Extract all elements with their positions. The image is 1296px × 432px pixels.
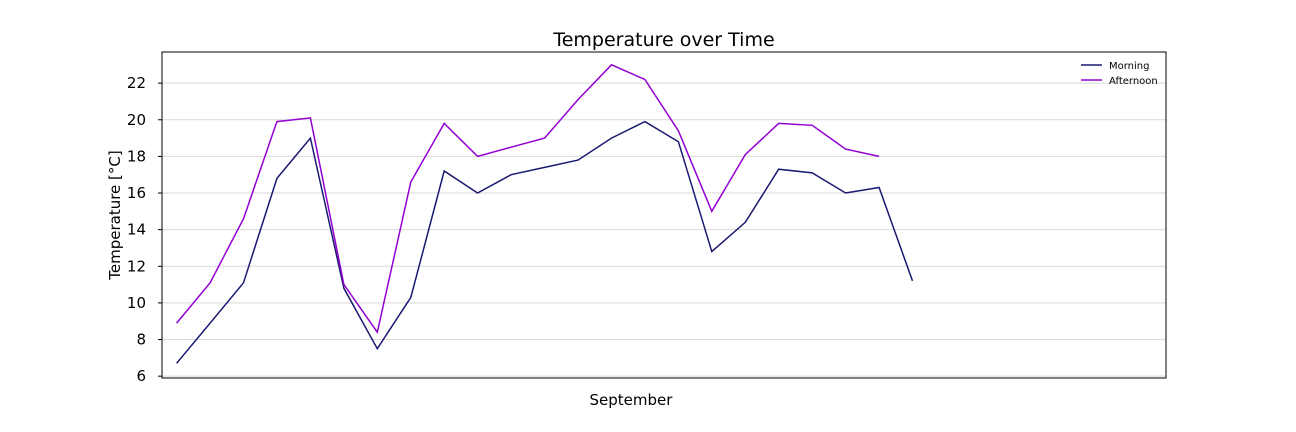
series-lines (176, 63, 914, 364)
y-tick-label: 20 (127, 111, 146, 129)
y-tick-label: 16 (127, 184, 146, 202)
series-line-afternoon (176, 63, 880, 335)
legend-label-afternoon: Afternoon (1109, 76, 1158, 87)
y-tick-label: 18 (127, 147, 146, 165)
legend-label-morning: Morning (1109, 61, 1149, 72)
y-tick-label: 8 (136, 331, 146, 349)
y-axis-label: Temperature [°C] (106, 150, 124, 280)
legend: Morning Afternoon (1081, 61, 1158, 87)
x-axis-label: September (590, 391, 674, 409)
y-tick-label: 6 (136, 367, 146, 385)
series-line-morning (176, 120, 914, 364)
y-tick-label: 14 (127, 221, 146, 239)
plot-frame (161, 51, 1167, 379)
grid-lines (162, 82, 1166, 377)
y-tick-label: 12 (127, 257, 146, 275)
y-tick-label: 22 (127, 74, 146, 92)
y-axis-ticks: 6 8 10 12 14 16 18 20 22 (127, 74, 162, 385)
chart-title: Temperature over Time (552, 29, 774, 51)
y-tick-label: 10 (127, 294, 146, 312)
